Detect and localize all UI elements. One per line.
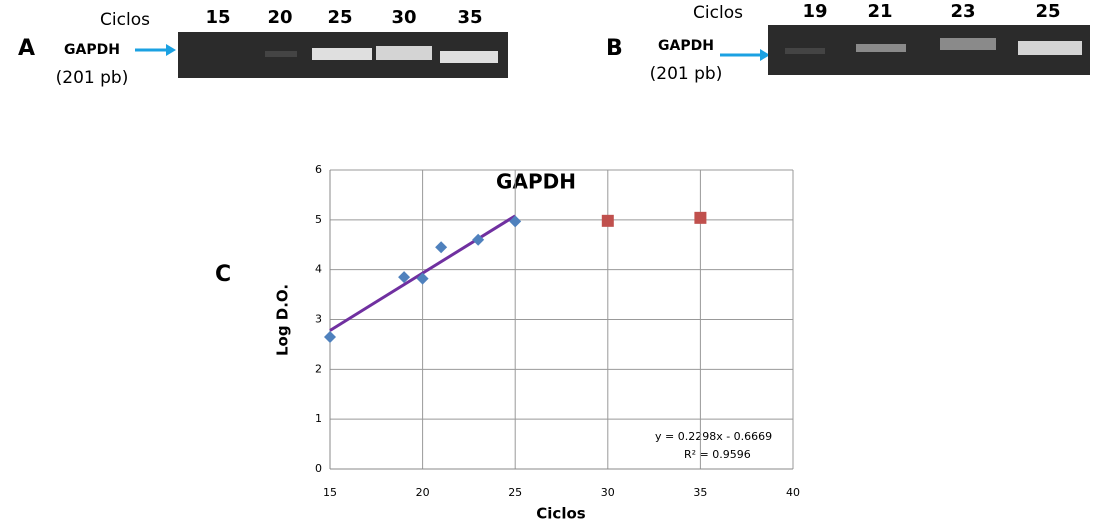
- lane-label: 25: [327, 7, 352, 28]
- point: [602, 215, 614, 227]
- gene-label: GAPDH: [64, 42, 120, 58]
- y-tick-label: 6: [315, 163, 322, 176]
- arrow-head: [166, 44, 176, 56]
- point: [324, 331, 336, 343]
- lane-label: 25: [1035, 1, 1060, 22]
- x-tick-label: 30: [601, 486, 615, 499]
- band: [940, 38, 996, 50]
- x-tick-label: 20: [416, 486, 430, 499]
- point: [694, 212, 706, 224]
- x-tick-label: 25: [508, 486, 522, 499]
- y-tick-label: 4: [315, 263, 322, 276]
- y-tick-label: 5: [315, 213, 322, 226]
- y-tick-label: 3: [315, 313, 322, 326]
- lane-label: 21: [867, 1, 892, 22]
- gene-label: GAPDH: [658, 38, 714, 54]
- y-tick-label: 0: [315, 462, 322, 475]
- y-tick-label: 1: [315, 412, 322, 425]
- lane-label: 30: [391, 7, 416, 28]
- panel-letter: B: [606, 36, 623, 61]
- lane-label: 20: [267, 7, 292, 28]
- lane-label: 35: [457, 7, 482, 28]
- band: [856, 44, 906, 52]
- r-squared: R² = 0.9596: [684, 448, 751, 461]
- lane-label: 23: [950, 1, 975, 22]
- x-tick-label: 40: [786, 486, 800, 499]
- chart-title: GAPDH: [496, 170, 576, 194]
- size-label: (201 pb): [56, 68, 129, 88]
- lane-label: 15: [205, 7, 230, 28]
- lane-label: 19: [802, 1, 827, 22]
- band: [265, 51, 297, 57]
- y-tick-label: 2: [315, 362, 322, 375]
- band: [440, 51, 498, 63]
- band: [312, 48, 372, 60]
- band: [1018, 41, 1082, 55]
- equation: y = 0.2298x - 0.6669: [655, 430, 772, 443]
- band: [785, 48, 825, 54]
- size-label: (201 pb): [650, 64, 723, 84]
- cycles-label: Ciclos: [100, 10, 150, 30]
- figure: A Ciclos GAPDH (201 pb) B Ciclos GAPDH (…: [0, 0, 1096, 527]
- x-tick-label: 15: [323, 486, 337, 499]
- cycles-label: Ciclos: [693, 3, 743, 23]
- x-tick-label: 35: [693, 486, 707, 499]
- y-axis-title: Log D.O.: [274, 284, 292, 356]
- x-axis-title: Ciclos: [536, 505, 585, 523]
- panel-letter: A: [18, 36, 35, 61]
- panel-letter: C: [215, 262, 231, 287]
- band: [376, 46, 432, 60]
- point: [435, 241, 447, 253]
